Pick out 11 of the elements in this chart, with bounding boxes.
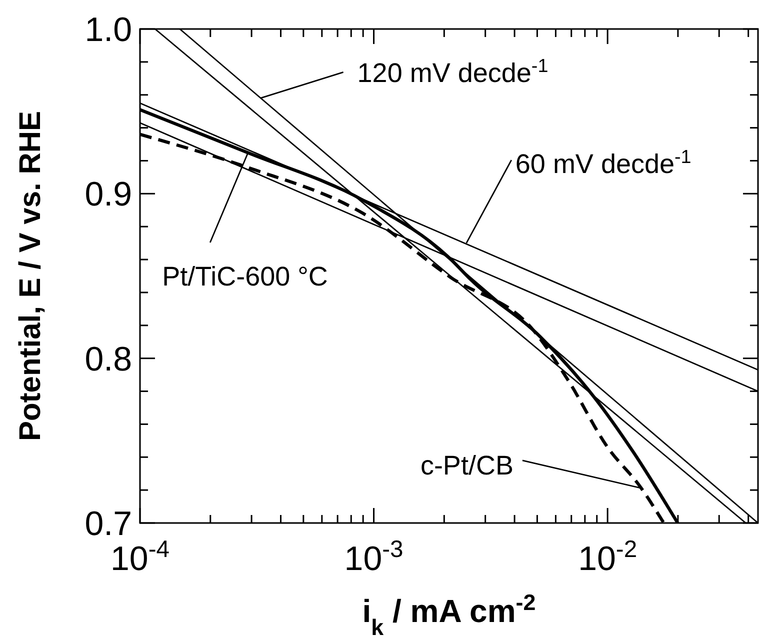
annotation: 120 mV decde$^{-1}$ [357, 56, 548, 88]
y-tick-label: 0.9 [84, 176, 132, 214]
annotation: 60 mV decde$^{-1}$ [515, 146, 692, 180]
x-tick-label: 10$^{-2}$ [578, 536, 638, 578]
y-tick-label: 1.0 [84, 11, 132, 49]
y-tick-label: 0.8 [84, 340, 132, 378]
annotation: c-Pt/CB [420, 450, 514, 480]
annotation: Pt/TiC-600 °C [162, 262, 328, 292]
y-axis-title: Potential, E / V vs. RHE [14, 110, 47, 442]
x-tick-label: 10$^{-3}$ [344, 536, 404, 578]
x-axis-title: i$_{k}$ / mA cm$^{-2}$ [362, 590, 536, 640]
